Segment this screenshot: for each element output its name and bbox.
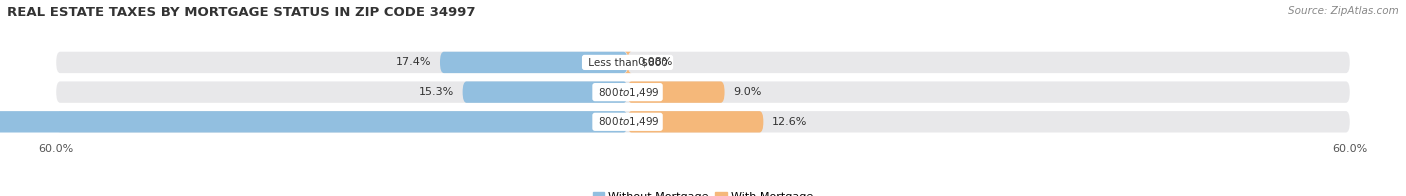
FancyBboxPatch shape [624, 52, 631, 73]
Text: Source: ZipAtlas.com: Source: ZipAtlas.com [1288, 6, 1399, 16]
Text: 15.3%: 15.3% [419, 87, 454, 97]
Text: $800 to $1,499: $800 to $1,499 [595, 86, 661, 99]
FancyBboxPatch shape [56, 81, 1350, 103]
Text: REAL ESTATE TAXES BY MORTGAGE STATUS IN ZIP CODE 34997: REAL ESTATE TAXES BY MORTGAGE STATUS IN … [7, 6, 475, 19]
FancyBboxPatch shape [56, 52, 1350, 73]
FancyBboxPatch shape [56, 111, 1350, 132]
FancyBboxPatch shape [463, 81, 627, 103]
FancyBboxPatch shape [627, 111, 763, 132]
FancyBboxPatch shape [0, 111, 627, 132]
Text: 9.0%: 9.0% [733, 87, 762, 97]
Text: 12.6%: 12.6% [772, 117, 807, 127]
Legend: Without Mortgage, With Mortgage: Without Mortgage, With Mortgage [588, 187, 818, 196]
Text: $800 to $1,499: $800 to $1,499 [595, 115, 661, 128]
FancyBboxPatch shape [627, 81, 724, 103]
Text: 0.08%: 0.08% [637, 57, 672, 67]
FancyBboxPatch shape [440, 52, 627, 73]
Text: Less than $800: Less than $800 [585, 57, 671, 67]
Text: 17.4%: 17.4% [396, 57, 432, 67]
